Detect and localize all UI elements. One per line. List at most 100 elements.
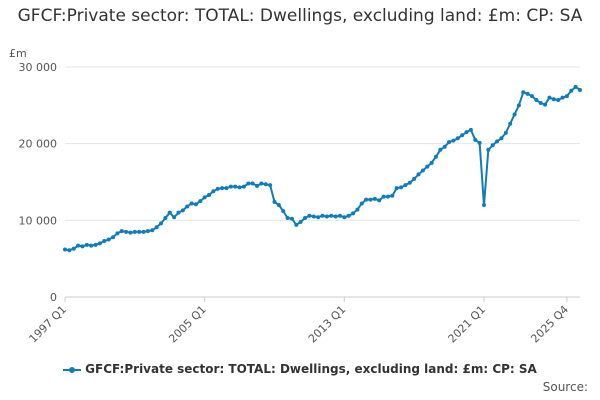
data-point [176, 210, 181, 215]
data-point [534, 97, 539, 102]
data-point [355, 207, 360, 212]
data-point [324, 214, 329, 219]
data-point [119, 229, 124, 234]
data-point [259, 181, 264, 186]
data-point [538, 101, 543, 106]
data-point [132, 229, 137, 234]
x-tick-label: 2005 Q1 [166, 303, 209, 346]
data-point [76, 243, 81, 248]
x-tick-label: 2013 Q1 [306, 303, 349, 346]
data-point [137, 229, 142, 234]
data-point [451, 138, 456, 143]
data-point [189, 201, 194, 206]
data-point [368, 197, 373, 202]
data-point [250, 181, 255, 186]
data-point [412, 176, 417, 181]
data-point [512, 112, 517, 117]
data-point [569, 88, 574, 93]
data-point [316, 215, 321, 220]
data-point [159, 221, 164, 226]
data-point [399, 185, 404, 190]
data-point [67, 248, 72, 253]
data-point [233, 184, 238, 189]
data-point [198, 199, 203, 204]
y-tick-label: 0 [50, 291, 57, 304]
data-point [220, 186, 225, 191]
data-point [128, 230, 133, 235]
data-point [447, 140, 452, 145]
data-point [468, 127, 473, 132]
data-point [521, 90, 526, 95]
data-point [154, 225, 159, 230]
data-point [425, 164, 430, 169]
data-point [578, 88, 582, 92]
data-point [516, 103, 521, 108]
data-point [93, 242, 98, 247]
data-point [193, 202, 198, 207]
data-point [268, 183, 273, 188]
data-point [224, 186, 229, 191]
data-point [503, 130, 508, 135]
y-axis-unit-label: £m [9, 47, 27, 60]
data-point [84, 242, 89, 247]
data-point [438, 147, 443, 152]
data-point [490, 143, 495, 148]
data-point [285, 216, 290, 221]
data-point [71, 246, 76, 251]
data-point [556, 97, 561, 102]
data-point [429, 160, 434, 165]
data-point [525, 91, 530, 96]
data-point [145, 229, 150, 234]
data-point [508, 121, 513, 126]
data-point [442, 144, 447, 149]
data-point [464, 130, 469, 135]
data-point [381, 194, 386, 199]
data-point [307, 213, 312, 218]
data-point [180, 208, 185, 213]
data-point [246, 181, 251, 186]
data-point [281, 209, 286, 214]
data-point [416, 172, 421, 177]
chart-title: GFCF:Private sector: TOTAL: Dwellings, e… [17, 6, 583, 26]
data-point [351, 211, 356, 216]
data-point [455, 136, 460, 141]
data-point [63, 247, 67, 252]
data-point [433, 154, 438, 159]
data-point [272, 199, 277, 204]
source-label[interactable]: Source: [542, 380, 588, 394]
data-point [560, 95, 565, 100]
data-point [333, 214, 338, 219]
data-point [407, 180, 412, 185]
data-point [473, 137, 478, 142]
data-point [263, 182, 268, 187]
series-line [64, 85, 581, 252]
data-point [543, 102, 548, 107]
x-tick-label: 2025 Q4 [528, 303, 571, 346]
data-point [276, 203, 281, 207]
legend-series-swatch [63, 366, 82, 374]
data-point [150, 228, 155, 233]
data-point [337, 213, 342, 218]
data-point [394, 186, 399, 191]
data-point [495, 139, 500, 144]
data-point [420, 168, 425, 173]
data-point [390, 193, 395, 198]
y-tick-label: 20 000 [19, 138, 58, 151]
data-point [294, 222, 299, 227]
data-point [364, 197, 369, 202]
data-point [215, 186, 220, 191]
data-point [228, 184, 233, 189]
data-point [237, 185, 242, 190]
chart-legend[interactable]: GFCF:Private sector: TOTAL: Dwellings, e… [0, 362, 600, 376]
data-point [289, 216, 294, 221]
data-point [141, 229, 146, 234]
data-point [163, 216, 168, 221]
data-point [477, 140, 482, 145]
x-tick-label: 2021 Q1 [446, 303, 489, 346]
data-point [303, 216, 308, 221]
data-point [211, 189, 216, 194]
data-point [97, 241, 102, 246]
data-point [207, 193, 212, 198]
data-point [311, 214, 316, 219]
